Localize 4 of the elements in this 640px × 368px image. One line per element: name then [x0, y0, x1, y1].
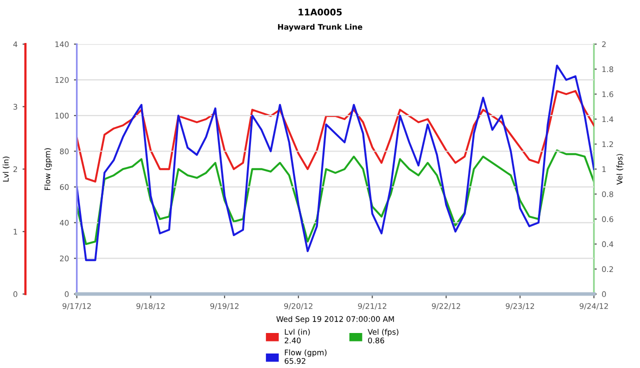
line-series: [76, 90, 594, 183]
line-series: [76, 149, 594, 246]
line-series: [76, 64, 594, 262]
chart-title: 11A0005: [298, 8, 342, 16]
